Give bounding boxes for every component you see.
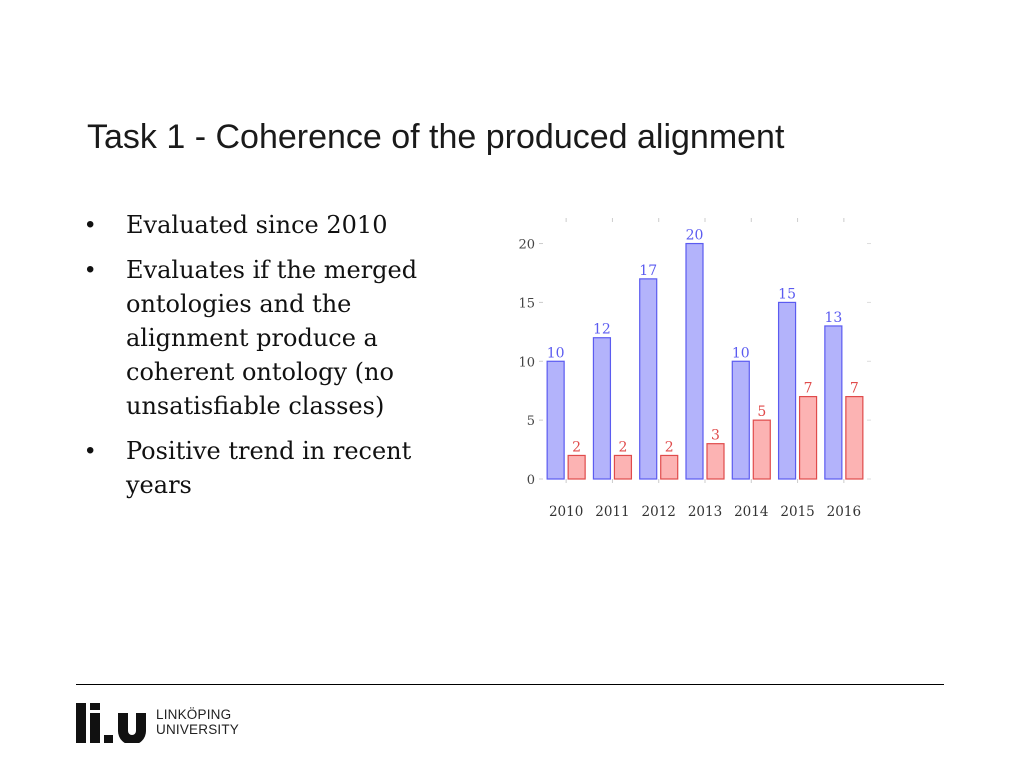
bullet-item: • Evaluates if the merged ontologies and …	[86, 253, 456, 423]
bar	[706, 443, 725, 480]
x-tick-label: 2013	[688, 504, 722, 520]
liu-logo-icon	[76, 703, 146, 743]
y-tick-label: 10	[518, 355, 535, 370]
y-tick-label: 0	[527, 473, 535, 488]
bar	[777, 301, 797, 480]
bar	[613, 454, 633, 480]
x-tick-label: 2010	[549, 504, 583, 520]
bar	[824, 325, 843, 480]
x-tick-label: 2014	[734, 504, 768, 520]
logo-wordmark: LINKÖPING UNIVERSITY	[156, 707, 239, 737]
x-tick-label: 2016	[827, 504, 861, 520]
bullet-icon: •	[86, 437, 95, 464]
bar	[592, 337, 612, 480]
x-tick-label: 2015	[780, 504, 814, 520]
bar	[639, 278, 658, 480]
x-tick-label: 2011	[595, 504, 629, 520]
data-label: 7	[804, 381, 813, 397]
data-label: 20	[686, 228, 704, 244]
bullet-text: Evaluates if the merged ontologies and t…	[126, 256, 418, 420]
bullet-list: • Evaluated since 2010 • Evaluates if the …	[86, 208, 456, 513]
bar	[660, 454, 679, 480]
bar	[845, 395, 864, 480]
bar	[567, 454, 586, 480]
logo-line-2: UNIVERSITY	[156, 722, 240, 737]
bar	[731, 360, 750, 480]
bar-chart: 0 5 10 15 20 2010 10 2 2011 12 2 2012 17 2 2013 20 3 2014…	[518, 218, 871, 520]
data-label: 12	[593, 322, 611, 338]
data-label: 7	[850, 381, 859, 397]
bullet-text: Positive trend in recent years	[126, 437, 412, 499]
footer-divider	[76, 684, 944, 685]
slide-title: Task 1 - Coherence of the produced align…	[87, 118, 785, 156]
bar	[685, 242, 704, 480]
bullet-item: • Evaluated since 2010	[86, 208, 456, 242]
bullet-item: • Positive trend in recent years	[86, 434, 456, 502]
bar	[798, 395, 818, 480]
data-label: 10	[547, 345, 565, 361]
data-label: 15	[778, 286, 796, 302]
x-tick-label: 2012	[642, 504, 676, 520]
bullet-icon: •	[86, 211, 95, 238]
logo-line-1: LINKÖPING	[156, 707, 232, 722]
data-label: 3	[711, 428, 720, 444]
university-logo: LINKÖPING UNIVERSITY	[76, 700, 239, 744]
data-label: 17	[639, 263, 657, 279]
data-label: 13	[824, 310, 842, 326]
y-tick-label: 15	[518, 296, 535, 311]
data-label: 2	[572, 439, 581, 455]
bar	[752, 419, 771, 480]
data-label: 5	[757, 404, 766, 420]
data-label: 2	[665, 439, 674, 455]
data-label: 2	[618, 439, 627, 455]
bullet-icon: •	[86, 256, 95, 283]
bullet-text: Evaluated since 2010	[126, 211, 388, 239]
y-tick-label: 20	[518, 238, 535, 253]
y-tick-label: 5	[527, 414, 535, 429]
bar	[546, 360, 565, 480]
data-label: 10	[732, 345, 750, 361]
